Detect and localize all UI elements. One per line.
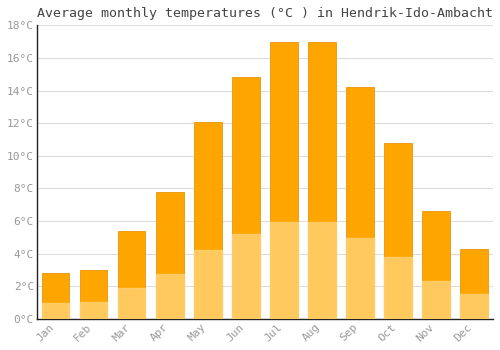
Bar (308, 222, 336, 319)
Bar (460, 294, 487, 319)
Bar (422, 281, 450, 319)
Bar (42, 303, 70, 319)
Bar (118, 231, 146, 319)
Bar (346, 87, 374, 319)
Bar (384, 257, 411, 319)
Bar (346, 238, 374, 319)
Bar (156, 274, 184, 319)
Bar (118, 288, 146, 319)
Bar (308, 42, 336, 319)
Bar (194, 250, 222, 319)
Bar (156, 192, 184, 319)
Bar (422, 211, 450, 319)
Bar (270, 42, 297, 319)
Bar (232, 234, 260, 319)
Bar (80, 302, 108, 319)
Bar (194, 121, 222, 319)
Bar (42, 273, 70, 319)
Bar (80, 270, 108, 319)
Bar (384, 143, 411, 319)
Bar (232, 77, 260, 319)
Bar (460, 249, 487, 319)
Title: Average monthly temperatures (°C ) in Hendrik-Ido-Ambacht: Average monthly temperatures (°C ) in He… (37, 7, 493, 20)
Bar (270, 222, 297, 319)
